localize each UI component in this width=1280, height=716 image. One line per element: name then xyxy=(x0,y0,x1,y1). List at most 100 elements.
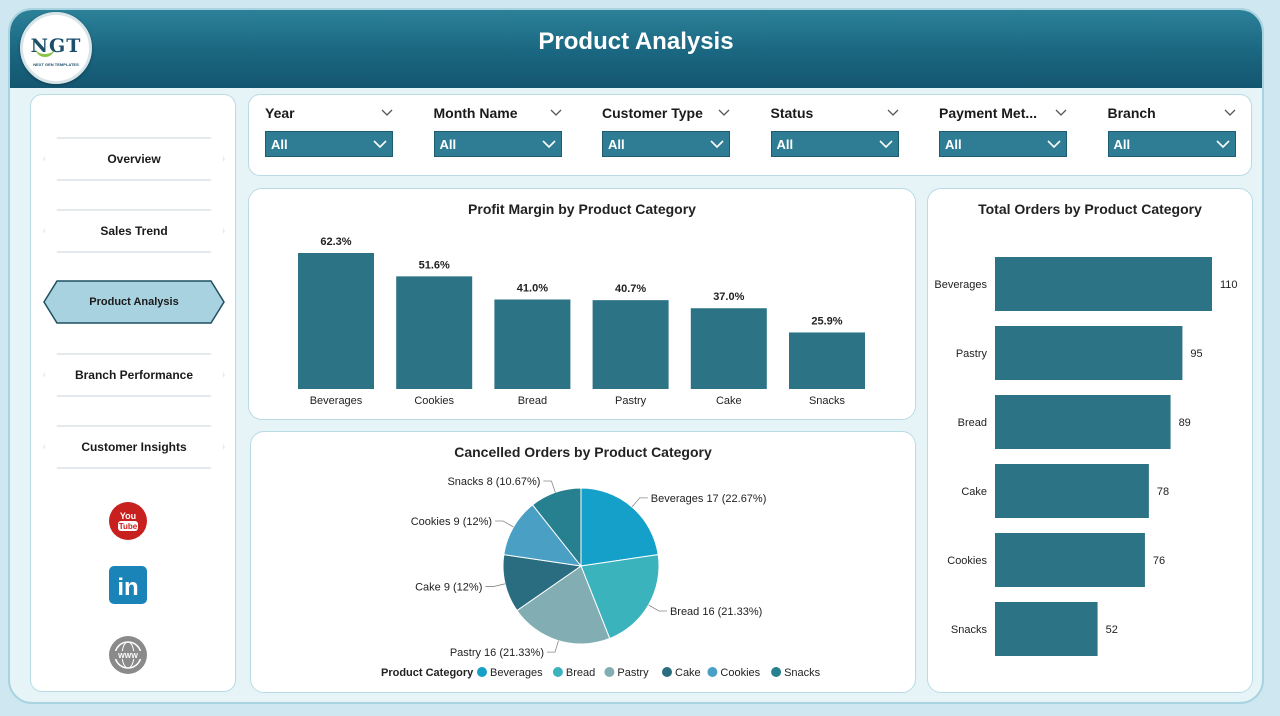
svg-text:You: You xyxy=(120,511,136,521)
y-tick-label: Snacks xyxy=(951,624,988,636)
nav-label: Customer Insights xyxy=(81,440,187,454)
filter-label: Year xyxy=(265,105,295,121)
x-tick-label: Pastry xyxy=(615,395,647,407)
chevron-down-icon[interactable] xyxy=(1055,107,1067,119)
chevron-down-icon[interactable] xyxy=(550,107,562,119)
legend-title: Product Category xyxy=(381,667,474,679)
legend-item-beverages[interactable]: Beverages xyxy=(490,667,543,679)
filter-branch: Branch All xyxy=(1107,105,1238,157)
bar-cake[interactable] xyxy=(690,308,767,389)
profit-margin-title: Profit Margin by Product Category xyxy=(468,201,696,217)
logo-name: NGT xyxy=(30,35,82,57)
bar-value-label: 40.7% xyxy=(615,283,646,295)
pie-leader-line xyxy=(546,640,559,653)
pie-leader-line xyxy=(631,497,648,508)
bar-pastry[interactable] xyxy=(592,300,669,389)
dashboard-frame: Product Analysis NGT NEXT GEN TEMPLATES … xyxy=(8,8,1264,704)
ngt-logo: NGT NEXT GEN TEMPLATES xyxy=(20,12,92,84)
x-tick-label: Cake xyxy=(716,395,742,407)
nav-label: Product Analysis xyxy=(89,296,179,308)
y-tick-label: Cookies xyxy=(947,555,987,567)
chevron-down-icon[interactable] xyxy=(1224,107,1236,119)
filter-dropdown[interactable]: All xyxy=(1107,131,1236,157)
svg-text:Tube: Tube xyxy=(119,522,138,531)
filter-label: Status xyxy=(770,105,814,121)
filter-dropdown[interactable]: All xyxy=(770,131,899,157)
bar-value-label: 25.9% xyxy=(811,315,842,327)
hbar-value-label: 76 xyxy=(1153,555,1165,567)
legend-marker xyxy=(477,667,487,677)
header-bar: Product Analysis xyxy=(10,10,1262,88)
hbar-snacks[interactable] xyxy=(995,602,1098,656)
hbar-pastry[interactable] xyxy=(995,326,1183,380)
bar-beverages[interactable] xyxy=(298,253,374,389)
filter-payment-met: Payment Met... All xyxy=(939,105,1069,157)
chevron-down-icon[interactable] xyxy=(887,107,899,119)
web-icon[interactable]: WWW xyxy=(108,635,148,675)
cancelled-orders-panel: Cancelled Orders by Product Category Bev… xyxy=(250,431,916,693)
nav-sales-trend-button[interactable]: Sales Trend xyxy=(43,209,225,253)
filter-dropdown[interactable]: All xyxy=(433,131,562,157)
cancelled-orders-title: Cancelled Orders by Product Category xyxy=(454,444,712,460)
legend-marker xyxy=(662,667,672,677)
legend-item-cookies[interactable]: Cookies xyxy=(720,667,760,679)
chevron-down-icon[interactable] xyxy=(718,107,730,119)
pie-leader-line xyxy=(648,604,667,612)
filter-dropdown[interactable]: All xyxy=(939,131,1067,157)
filter-year: Year All xyxy=(265,105,395,157)
legend-marker xyxy=(707,667,718,677)
filter-dropdown[interactable]: All xyxy=(265,131,393,157)
y-tick-label: Bread xyxy=(958,417,987,429)
svg-text:in: in xyxy=(117,574,138,601)
filter-value: All xyxy=(439,137,457,152)
nav-active-indicator xyxy=(43,280,225,324)
youtube-icon[interactable]: You Tube xyxy=(108,501,148,541)
hbar-cake[interactable] xyxy=(995,464,1149,518)
filter-value: All xyxy=(271,137,288,152)
pie-data-label: Cake 9 (12%) xyxy=(415,582,482,594)
filter-value: All xyxy=(608,137,625,152)
nav-branch-performance-button[interactable]: Branch Performance xyxy=(43,353,225,397)
pie-slice-bread[interactable] xyxy=(580,554,660,640)
chevron-down-icon[interactable] xyxy=(381,107,393,119)
filter-value: All xyxy=(945,137,962,152)
sidebar: Overview Sales Trend Product Analysis Br… xyxy=(30,94,236,692)
pie-leader-line xyxy=(495,520,514,528)
hbar-cookies[interactable] xyxy=(995,533,1145,587)
legend-marker xyxy=(604,667,615,677)
bar-bread[interactable] xyxy=(494,299,571,389)
pie-leader-line xyxy=(485,583,506,587)
hbar-bread[interactable] xyxy=(995,395,1171,449)
nav-label: Sales Trend xyxy=(100,224,168,238)
chevron-down-icon xyxy=(373,140,387,149)
total-orders-chart: Beverages 110 Pastry 95 Bread 89 Cake 78 Cookies… xyxy=(934,257,1238,656)
bar-value-label: 51.6% xyxy=(419,259,450,271)
filter-customer-type: Customer Type All xyxy=(602,105,732,157)
filter-label: Payment Met... xyxy=(939,105,1038,121)
hbar-beverages[interactable] xyxy=(995,257,1212,311)
cancelled-orders-chart: Beverages 17 (22.67%) Bread 16 (21.33%) Pa… xyxy=(381,476,821,679)
pie-data-label: Pastry 16 (21.33%) xyxy=(450,647,544,659)
pie-data-label: Cookies 9 (12%) xyxy=(411,516,492,528)
filter-value: All xyxy=(776,137,794,152)
nav-label: Overview xyxy=(107,152,161,166)
y-tick-label: Pastry xyxy=(956,348,988,360)
pie-slice-pastry[interactable] xyxy=(516,565,611,645)
linkedin-icon[interactable]: in xyxy=(108,565,148,605)
legend-item-pastry[interactable]: Pastry xyxy=(617,667,649,679)
pie-data-label: Beverages 17 (22.67%) xyxy=(651,493,767,505)
filter-label: Branch xyxy=(1107,105,1156,121)
nav-customer-insights-button[interactable]: Customer Insights xyxy=(43,425,225,469)
legend-item-snacks[interactable]: Snacks xyxy=(784,667,821,679)
filter-dropdown[interactable]: All xyxy=(602,131,730,157)
bar-cookies[interactable] xyxy=(396,276,473,389)
filter-label: Month Name xyxy=(433,105,518,121)
filter-label: Customer Type xyxy=(602,105,703,121)
nav-product-analysis-button[interactable]: Product Analysis xyxy=(43,280,225,324)
nav-overview-button[interactable]: Overview xyxy=(43,137,225,181)
pie-slice-beverages[interactable] xyxy=(580,487,659,567)
bar-snacks[interactable] xyxy=(789,332,865,389)
legend-item-cake[interactable]: Cake xyxy=(675,667,701,679)
legend-item-bread[interactable]: Bread xyxy=(566,667,595,679)
chevron-down-icon xyxy=(1215,140,1230,149)
